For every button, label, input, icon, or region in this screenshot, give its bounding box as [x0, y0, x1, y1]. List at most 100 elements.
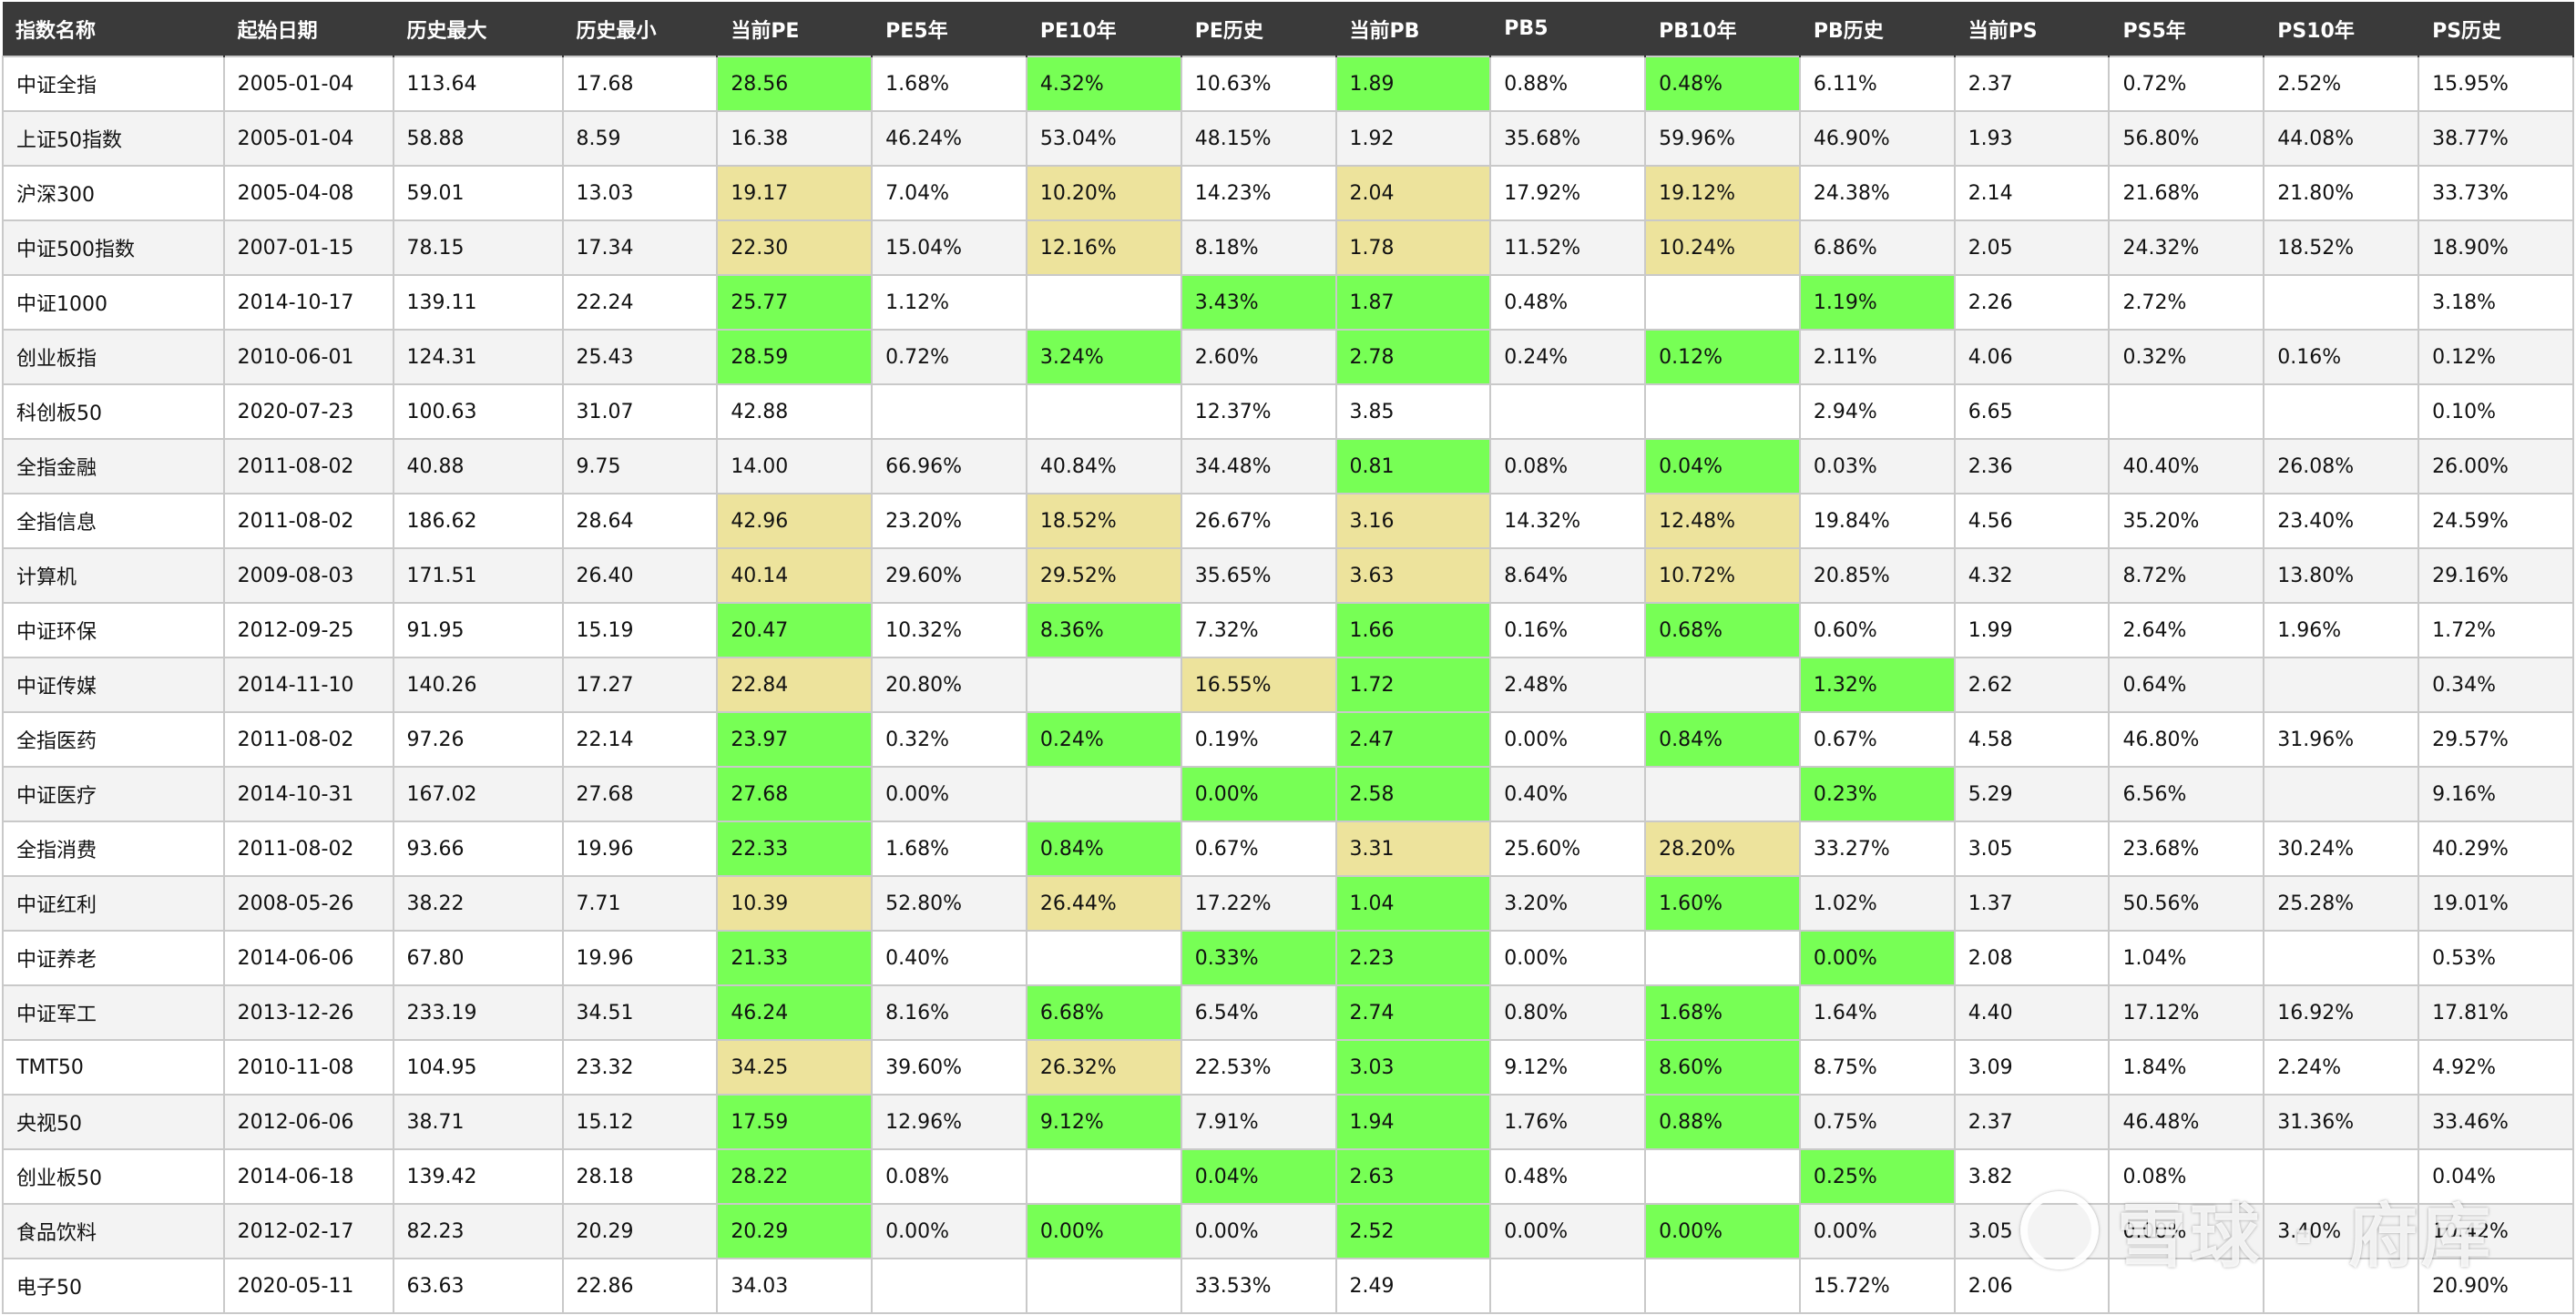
cell-current-pe: 42.88 [716, 383, 874, 440]
cell-name: 计算机 [2, 547, 225, 604]
cell-pb5: 3.20% [1489, 875, 1647, 932]
cell-current-pe: 25.77 [716, 274, 874, 331]
cell-ps-hist: 4.92% [2418, 1039, 2574, 1096]
cell-pb5: 0.80% [1489, 984, 1647, 1041]
table-row: 电子50 2020-05-11 63.63 22.86 34.03 33.53% 2.49 1… [2, 1258, 2574, 1314]
cell-pe10: 0.24% [1025, 711, 1182, 768]
cell-hist-min: 20.29 [561, 1203, 719, 1259]
cell-pe10: 6.68% [1025, 984, 1182, 1041]
cell-ps5: 0.32% [2108, 329, 2265, 385]
cell-start-date: 2005-01-04 [222, 56, 394, 112]
cell-start-date: 2011-08-02 [222, 821, 394, 877]
cell-current-pe: 28.22 [716, 1148, 874, 1205]
table-row: 中证养老 2014-06-06 67.80 19.96 21.33 0.40% 0.33% 2… [2, 930, 2574, 986]
cell-hist-min: 19.96 [561, 930, 719, 986]
cell-pe5: 20.80% [871, 657, 1027, 713]
col-header-start-date: 起始日期 [223, 2, 394, 56]
cell-hist-min: 13.03 [561, 165, 719, 221]
cell-pe5: 1.12% [871, 274, 1027, 331]
cell-ps-hist: 0.34% [2418, 657, 2574, 713]
cell-ps10 [2263, 383, 2420, 440]
table-row: 食品饮料 2012-02-17 82.23 20.29 20.29 0.00% 0.00% 0… [2, 1203, 2574, 1259]
cell-hist-max: 140.26 [392, 657, 564, 713]
table-row: 计算机 2009-08-03 171.51 26.40 40.14 29.60% 29.52… [2, 547, 2574, 604]
cell-current-pe: 20.29 [716, 1203, 874, 1259]
cell-current-pb: 3.85 [1334, 383, 1492, 440]
cell-current-pb: 1.72 [1334, 657, 1492, 713]
cell-ps5: 0.08% [2108, 1148, 2265, 1205]
cell-current-ps: 1.93 [1953, 110, 2111, 167]
cell-start-date: 2020-07-23 [222, 383, 394, 440]
cell-pe-hist: 0.33% [1180, 930, 1337, 986]
cell-ps10: 16.92% [2263, 984, 2420, 1041]
cell-ps-hist: 33.73% [2418, 165, 2574, 221]
cell-ps10: 44.08% [2263, 110, 2420, 167]
cell-pe10: 9.12% [1025, 1094, 1182, 1150]
cell-hist-min: 22.24 [561, 274, 719, 331]
cell-current-pe: 20.47 [716, 602, 874, 658]
cell-ps10 [2263, 766, 2420, 822]
cell-ps5 [2108, 383, 2265, 440]
col-header-current-pb: 当前PB [1335, 2, 1492, 56]
cell-pe-hist: 8.18% [1180, 219, 1337, 276]
cell-name: 创业板指 [2, 329, 225, 385]
cell-ps10: 1.96% [2263, 602, 2420, 658]
cell-pe-hist: 26.67% [1180, 493, 1337, 549]
cell-ps10: 25.28% [2263, 875, 2420, 932]
cell-ps10: 23.40% [2263, 493, 2420, 549]
table-row: 创业板指 2010-06-01 124.31 25.43 28.59 0.72% 3.24%… [2, 329, 2574, 385]
cell-pb-hist: 19.84% [1798, 493, 1956, 549]
cell-ps-hist: 29.57% [2418, 711, 2574, 768]
cell-pe10: 26.32% [1025, 1039, 1182, 1096]
cell-pe-hist: 7.91% [1180, 1094, 1337, 1150]
cell-ps-hist: 0.12% [2418, 329, 2574, 385]
cell-pb10 [1644, 274, 1801, 331]
cell-pb-hist: 6.86% [1798, 219, 1956, 276]
cell-pe-hist: 48.15% [1180, 110, 1337, 167]
cell-pe10: 8.36% [1025, 602, 1182, 658]
cell-pe5: 0.32% [871, 711, 1027, 768]
cell-pe10 [1025, 1148, 1182, 1205]
cell-ps5: 2.72% [2108, 274, 2265, 331]
cell-pb5: 0.00% [1489, 930, 1647, 986]
cell-pe10: 18.52% [1025, 493, 1182, 549]
table-row: 中证全指 2005-01-04 113.64 17.68 28.56 1.68% 4.32%… [2, 56, 2574, 112]
cell-pb5: 35.68% [1489, 110, 1647, 167]
cell-name: 创业板50 [2, 1148, 225, 1205]
cell-start-date: 2005-01-04 [222, 110, 394, 167]
cell-name: TMT50 [2, 1039, 225, 1096]
table-row: 中证医疗 2014-10-31 167.02 27.68 27.68 0.00% 0.00%… [2, 766, 2574, 822]
cell-pb10: 8.60% [1644, 1039, 1801, 1096]
cell-start-date: 2009-08-03 [222, 547, 394, 604]
cell-pe-hist: 34.48% [1180, 438, 1337, 494]
cell-pb5: 17.92% [1489, 165, 1647, 221]
cell-pe-hist: 35.65% [1180, 547, 1337, 604]
cell-ps10: 3.40% [2263, 1203, 2420, 1259]
cell-start-date: 2014-11-10 [222, 657, 394, 713]
cell-current-ps: 4.56 [1953, 493, 2111, 549]
cell-hist-min: 22.86 [561, 1258, 719, 1314]
cell-pe-hist: 0.67% [1180, 821, 1337, 877]
cell-pe-hist: 33.53% [1180, 1258, 1337, 1314]
cell-current-pe: 23.97 [716, 711, 874, 768]
cell-pb5: 0.88% [1489, 56, 1647, 112]
cell-pe5: 0.00% [871, 1203, 1027, 1259]
cell-pe-hist: 6.54% [1180, 984, 1337, 1041]
cell-start-date: 2013-12-26 [222, 984, 394, 1041]
cell-pe-hist: 0.04% [1180, 1148, 1337, 1205]
cell-current-ps: 2.26 [1953, 274, 2111, 331]
cell-ps-hist: 0.53% [2418, 930, 2574, 986]
cell-pb5: 0.48% [1489, 1148, 1647, 1205]
cell-pb10: 10.72% [1644, 547, 1801, 604]
cell-start-date: 2008-05-26 [222, 875, 394, 932]
cell-pb5: 8.64% [1489, 547, 1647, 604]
table-row: 中证500指数 2007-01-15 78.15 17.34 22.30 15.04% 12… [2, 219, 2574, 276]
cell-pb5: 11.52% [1489, 219, 1647, 276]
cell-current-pe: 28.59 [716, 329, 874, 385]
cell-name: 全指信息 [2, 493, 225, 549]
cell-ps-hist: 10.42% [2418, 1203, 2574, 1259]
cell-pe10 [1025, 766, 1182, 822]
cell-start-date: 2014-10-17 [222, 274, 394, 331]
cell-name: 中证红利 [2, 875, 225, 932]
